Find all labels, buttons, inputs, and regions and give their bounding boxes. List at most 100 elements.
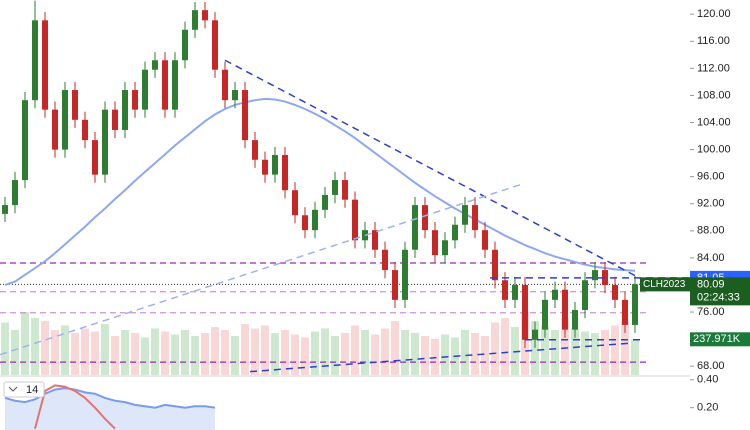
candle-body bbox=[142, 69, 148, 110]
y-tick-label: 0.20 bbox=[697, 402, 718, 414]
indicator-area bbox=[5, 388, 215, 430]
volume-bar bbox=[311, 331, 319, 375]
candle-body bbox=[112, 109, 118, 130]
indicator-line bbox=[34, 384, 116, 430]
volume-bar bbox=[491, 322, 499, 375]
y-tick-label: 104.00 bbox=[697, 116, 731, 128]
countdown: 02:24:33 bbox=[697, 291, 740, 303]
volume-bar bbox=[431, 339, 439, 375]
candle-body bbox=[422, 205, 428, 231]
volume-bar bbox=[411, 333, 419, 375]
volume-bar bbox=[131, 333, 139, 375]
candle-body bbox=[292, 190, 298, 216]
y-tick-label: 112.00 bbox=[697, 62, 730, 74]
volume-bar bbox=[161, 331, 169, 375]
volume-bar bbox=[401, 330, 409, 375]
volume-bar bbox=[421, 336, 429, 375]
volume-bar bbox=[281, 330, 289, 375]
trendline bbox=[224, 59, 641, 279]
candle-body bbox=[462, 205, 468, 225]
volume-label: 237.971K bbox=[693, 333, 741, 345]
volume-bar bbox=[591, 333, 599, 375]
volume-bar bbox=[41, 321, 49, 375]
volume-bar bbox=[51, 330, 59, 375]
candle-body bbox=[582, 280, 588, 311]
volume-bar bbox=[181, 330, 189, 375]
volume-bar bbox=[171, 334, 179, 375]
candle-body bbox=[132, 90, 138, 110]
volume-bar bbox=[441, 334, 449, 375]
volume-bar bbox=[31, 318, 39, 375]
volume-bar bbox=[571, 328, 579, 375]
volume-bar bbox=[471, 333, 479, 375]
volume-bar bbox=[91, 331, 99, 375]
candle-body bbox=[612, 284, 618, 300]
volume-bar bbox=[151, 328, 159, 375]
candle-body bbox=[482, 230, 488, 250]
volume-bar bbox=[261, 325, 269, 375]
candle-body bbox=[182, 29, 188, 61]
candle-body bbox=[162, 60, 168, 110]
candle-body bbox=[242, 90, 248, 141]
volume-bar bbox=[21, 312, 29, 375]
candle-body bbox=[282, 155, 288, 191]
candle-body bbox=[322, 194, 328, 210]
volume-bar bbox=[581, 331, 589, 375]
volume-bar bbox=[201, 333, 209, 375]
y-tick-label: 88.00 bbox=[697, 225, 725, 237]
candle-body bbox=[412, 205, 418, 250]
volume-bar bbox=[301, 337, 309, 375]
volume-bar bbox=[251, 328, 259, 375]
candle-body bbox=[82, 119, 88, 141]
volume-bar bbox=[291, 334, 299, 375]
candle-body bbox=[502, 280, 508, 300]
volume-bar bbox=[361, 330, 369, 375]
volume-bar bbox=[351, 325, 359, 375]
candle-body bbox=[522, 284, 528, 340]
y-tick-label: 120.00 bbox=[697, 8, 731, 20]
y-tick-label: 100.00 bbox=[697, 144, 731, 156]
candle-body bbox=[72, 90, 78, 120]
y-tick-label: 116.00 bbox=[697, 35, 730, 47]
candle-body bbox=[152, 60, 158, 70]
volume-bar bbox=[81, 328, 89, 375]
volume-bar bbox=[271, 333, 279, 375]
candle-body bbox=[2, 205, 8, 214]
last-price: 80.09 bbox=[697, 278, 725, 290]
volume-bar bbox=[391, 321, 399, 375]
volume-bar bbox=[1, 322, 9, 375]
y-tick-label: 84.00 bbox=[697, 252, 725, 264]
candle-body bbox=[632, 284, 638, 325]
candle-body bbox=[472, 205, 478, 231]
volume-bar bbox=[381, 328, 389, 375]
volume-bar bbox=[111, 336, 119, 375]
y-tick-label: 0.40 bbox=[697, 374, 718, 386]
candle-body bbox=[42, 20, 48, 110]
candle-body bbox=[222, 69, 228, 101]
collapse-icon bbox=[8, 386, 18, 392]
candle-body bbox=[232, 90, 238, 101]
candle-body bbox=[622, 299, 628, 325]
candle-body bbox=[562, 289, 568, 330]
candle-body bbox=[272, 155, 278, 175]
candle-body bbox=[52, 109, 58, 150]
volume-bar bbox=[461, 330, 469, 375]
volume-bar bbox=[11, 330, 19, 375]
last-price-badge bbox=[690, 277, 750, 306]
symbol-badge bbox=[640, 277, 690, 292]
volume-bar bbox=[231, 336, 239, 375]
y-tick-label: 68.00 bbox=[697, 360, 725, 372]
candle-body bbox=[212, 20, 218, 70]
volume-bar bbox=[331, 336, 339, 375]
candle-body bbox=[402, 249, 408, 300]
volume-bar bbox=[601, 330, 609, 375]
volume-bar bbox=[211, 327, 219, 375]
indicator-badge bbox=[3, 381, 45, 398]
candle-body bbox=[342, 180, 348, 200]
y-tick-label: 96.00 bbox=[697, 171, 725, 183]
candle-body bbox=[552, 289, 558, 300]
volume-bar bbox=[561, 318, 569, 375]
candle-body bbox=[432, 230, 438, 256]
candle-body bbox=[382, 249, 388, 271]
